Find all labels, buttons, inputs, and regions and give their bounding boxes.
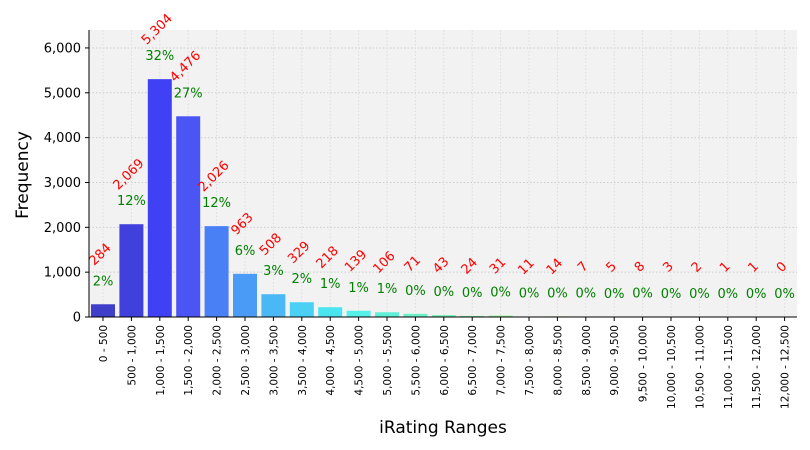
percent-label: 1%	[377, 282, 398, 297]
x-tick-label: 8,500 - 9,000	[581, 325, 593, 396]
bar	[460, 315, 485, 317]
x-tick-label: 11,500 - 12,000	[751, 325, 763, 409]
percent-label: 0%	[689, 287, 710, 302]
percent-label: 0%	[746, 287, 767, 302]
percent-label: 2%	[93, 274, 114, 289]
x-tick-label: 9,500 - 10,000	[638, 325, 650, 402]
percent-label: 0%	[575, 287, 596, 302]
x-tick-label: 1,500 - 2,000	[183, 325, 195, 396]
percent-label: 1%	[320, 277, 341, 292]
bar	[119, 224, 144, 317]
y-tick-label: 1,000	[44, 266, 81, 281]
percent-label: 0%	[547, 286, 568, 301]
bar	[375, 312, 399, 317]
percent-label: 3%	[263, 264, 284, 279]
percent-label: 2%	[291, 272, 312, 287]
x-tick-label: 6,500 - 7,000	[467, 325, 479, 396]
grid-lines	[89, 30, 797, 317]
bar	[488, 315, 513, 317]
x-tick-label: 6,000 - 6,500	[439, 325, 451, 396]
percent-label: 0%	[717, 287, 738, 302]
x-tick-label: 7,000 - 7,500	[496, 325, 508, 396]
percent-label: 0%	[661, 287, 682, 302]
bar	[261, 294, 286, 317]
x-tick-label: 3,500 - 4,000	[297, 325, 309, 396]
percent-label: 1%	[348, 281, 369, 296]
x-tick-label: 4,000 - 4,500	[325, 325, 337, 396]
bar	[233, 273, 257, 317]
y-tick-label: 6,000	[44, 41, 81, 56]
x-tick-label: 2,000 - 2,500	[212, 325, 224, 396]
y-tick-label: 4,000	[44, 131, 81, 146]
x-tick-label: 2,500 - 3,000	[240, 325, 252, 396]
bar	[289, 302, 314, 317]
x-tick-label: 500 - 1,000	[126, 325, 138, 386]
percent-label: 0%	[774, 287, 795, 302]
bar	[403, 313, 428, 317]
x-tick-label: 7,500 - 8,000	[524, 325, 536, 396]
x-tick-label: 11,000 - 11,500	[723, 325, 735, 409]
bar	[346, 310, 371, 317]
percent-label: 0%	[632, 287, 653, 302]
percent-label: 0%	[490, 286, 511, 301]
percent-label: 12%	[202, 196, 231, 211]
x-tick-label: 0 - 500	[98, 325, 110, 362]
bar	[147, 79, 172, 318]
bar	[91, 304, 115, 317]
y-tick-label: 0	[73, 311, 81, 326]
x-tick-label: 4,500 - 5,000	[354, 325, 366, 396]
percent-label: 0%	[433, 285, 454, 300]
percent-label: 32%	[145, 49, 174, 64]
bars	[91, 79, 769, 318]
bar	[176, 116, 201, 317]
x-tick-label: 3,000 - 3,500	[268, 325, 280, 396]
y-tick-label: 2,000	[44, 221, 81, 236]
x-tick-label: 10,500 - 11,000	[694, 325, 706, 409]
y-tick-label: 5,000	[44, 86, 81, 101]
x-tick-label: 5,000 - 5,500	[382, 325, 394, 396]
percent-label: 0%	[519, 287, 540, 302]
x-tick-label: 10,000 - 10,500	[666, 325, 678, 409]
bar	[204, 226, 229, 317]
bar	[431, 315, 456, 317]
percent-label: 27%	[174, 86, 203, 101]
y-ticks: 0 1,000 2,000 3,000 4,000 5,000 6,000	[44, 41, 89, 326]
y-tick-label: 3,000	[44, 176, 81, 191]
x-tick-label: 12,000 - 12,500	[780, 325, 792, 409]
x-tick-label: 5,500 - 6,000	[410, 325, 422, 396]
y-axis-title: Frequency	[13, 131, 33, 219]
x-tick-label: 8,000 - 8,500	[552, 325, 564, 396]
x-tick-label: 9,000 - 9,500	[609, 325, 621, 396]
x-tick-label: 1,000 - 1,500	[155, 325, 167, 396]
percent-label: 12%	[117, 194, 146, 209]
bar	[318, 307, 343, 317]
percent-label: 0%	[462, 286, 483, 301]
percent-label: 0%	[405, 284, 426, 299]
x-ticks: 0 - 500 500 - 1,000 1,000 - 1,500 1,500 - 2…	[98, 317, 792, 409]
percent-label: 6%	[235, 244, 256, 259]
percent-label: 0%	[604, 287, 625, 302]
x-axis-title: iRating Ranges	[379, 418, 507, 438]
